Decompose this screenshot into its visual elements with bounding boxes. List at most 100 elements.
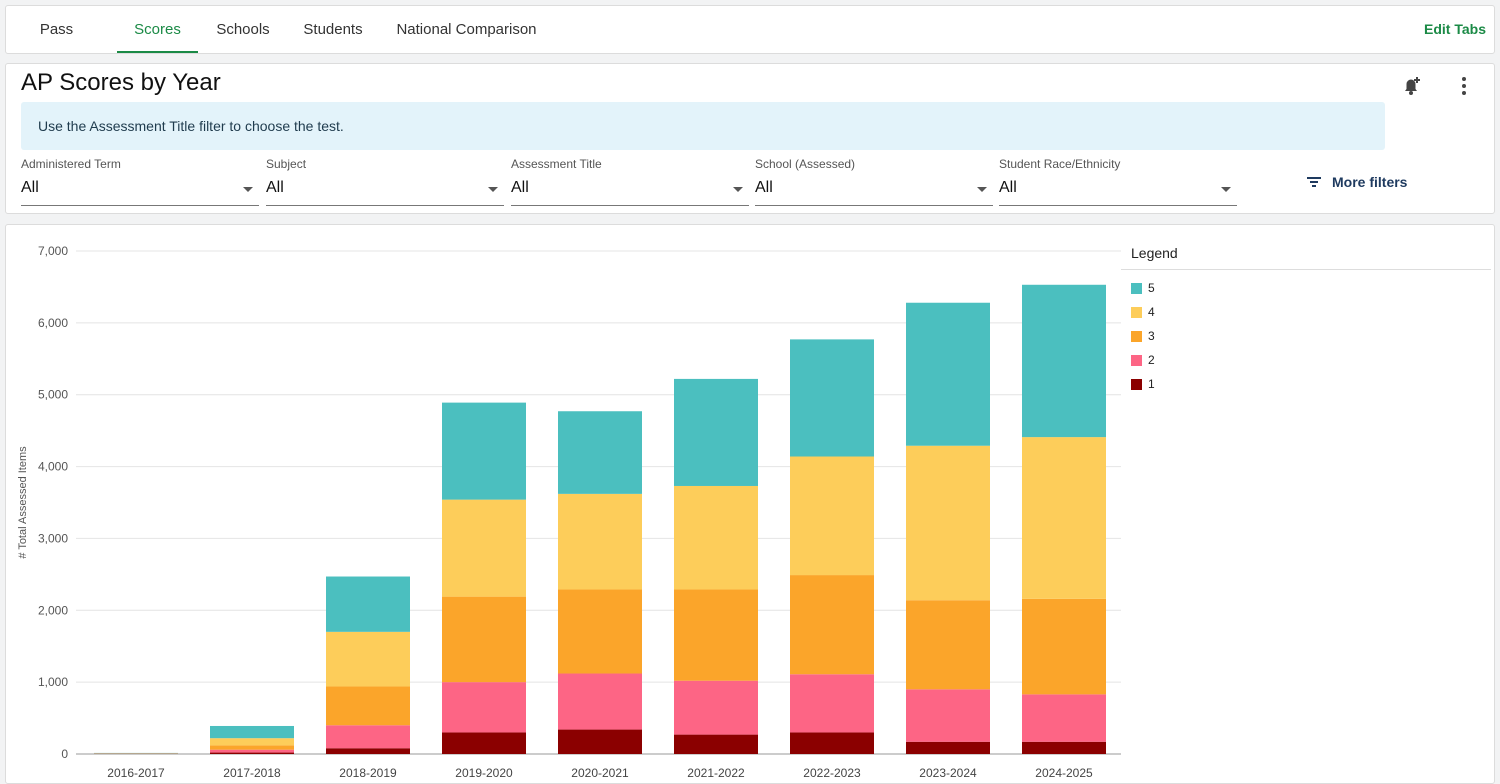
filter-underline (21, 205, 259, 206)
bar-segment-4 (326, 632, 410, 687)
x-tick-label: 2021-2022 (687, 766, 745, 780)
bar-segment-1 (906, 742, 990, 754)
filter-assessment-title[interactable]: Assessment Title All (511, 157, 749, 207)
legend-label: 5 (1148, 281, 1155, 295)
filter-underline (266, 205, 504, 206)
y-tick-label: 2,000 (38, 603, 68, 617)
filter-value: All (511, 179, 529, 197)
filter-label: Subject (266, 157, 306, 171)
x-tick-label: 2022-2023 (803, 766, 861, 780)
bar-segment-3 (558, 589, 642, 673)
caret-down-icon (1221, 187, 1231, 192)
bar-segment-5 (674, 379, 758, 486)
tab-scores[interactable]: Scores (117, 6, 198, 53)
edit-tabs-link[interactable]: Edit Tabs (1424, 6, 1486, 53)
bar-segment-5 (326, 577, 410, 632)
bar-segment-1 (326, 748, 410, 754)
tab-national-comparison[interactable]: National Comparison (395, 6, 538, 53)
y-tick-label: 5,000 (38, 388, 68, 402)
bar-segment-1 (1022, 742, 1106, 754)
x-tick-label: 2023-2024 (919, 766, 977, 780)
tab-bar: Pass Rates Scores Schools Students Natio… (5, 5, 1495, 54)
more-filters-label: More filters (1332, 174, 1407, 190)
filter-panel: AP Scores by Year Use the Assessment Tit… (5, 63, 1495, 214)
legend-item-4[interactable]: 4 (1131, 305, 1155, 319)
tab-schools[interactable]: Schools (216, 6, 270, 53)
filter-label: School (Assessed) (755, 157, 855, 171)
bar-segment-2 (326, 725, 410, 748)
caret-down-icon (488, 187, 498, 192)
bar-segment-1 (210, 753, 294, 754)
caret-down-icon (977, 187, 987, 192)
legend-swatch (1131, 379, 1142, 390)
filter-administered-term[interactable]: Administered Term All (21, 157, 259, 207)
more-filters-button[interactable]: More filters (1306, 172, 1407, 192)
filter-school-assessed[interactable]: School (Assessed) All (755, 157, 993, 207)
tab-students[interactable]: Students (303, 6, 363, 53)
legend-label: 3 (1148, 329, 1155, 343)
caret-down-icon (243, 187, 253, 192)
bar-segment-3 (326, 686, 410, 725)
legend-swatch (1131, 331, 1142, 342)
y-tick-label: 3,000 (38, 531, 68, 545)
filter-value: All (266, 179, 284, 197)
bar-segment-4 (210, 738, 294, 745)
filter-label: Assessment Title (511, 157, 602, 171)
bar-segment-1 (442, 732, 526, 754)
bar-segment-3 (674, 589, 758, 680)
bar-segment-4 (1022, 437, 1106, 599)
x-tick-label: 2019-2020 (455, 766, 513, 780)
legend-swatch (1131, 283, 1142, 294)
y-tick-label: 6,000 (38, 316, 68, 330)
bar-segment-4 (906, 446, 990, 600)
bell-plus-icon[interactable] (1399, 74, 1423, 98)
filter-value: All (999, 179, 1017, 197)
legend-swatch (1131, 307, 1142, 318)
filter-value: All (21, 179, 39, 197)
legend-item-3[interactable]: 3 (1131, 329, 1155, 343)
y-tick-label: 4,000 (38, 460, 68, 474)
bar-segment-5 (442, 403, 526, 500)
bar-segment-1 (790, 732, 874, 754)
bar-segment-2 (906, 689, 990, 741)
bar-segment-5 (906, 303, 990, 446)
legend-item-1[interactable]: 1 (1131, 377, 1155, 391)
filter-student-race-ethnicity[interactable]: Student Race/Ethnicity All (999, 157, 1237, 207)
bar-segment-1 (558, 730, 642, 754)
legend-label: 4 (1148, 305, 1155, 319)
bar-segment-2 (442, 682, 526, 732)
tab-pass-rates[interactable]: Pass Rates (21, 6, 92, 53)
bar-segment-3 (442, 597, 526, 683)
legend-item-5[interactable]: 5 (1131, 281, 1155, 295)
bar-segment-3 (210, 745, 294, 749)
bar-segment-4 (790, 457, 874, 576)
bar-segment-3 (1022, 599, 1106, 695)
bar-segment-2 (1022, 694, 1106, 741)
page-title: AP Scores by Year (21, 69, 221, 97)
bar-segment-5 (210, 726, 294, 738)
x-tick-label: 2020-2021 (571, 766, 629, 780)
info-banner: Use the Assessment Title filter to choos… (21, 102, 1385, 150)
x-tick-label: 2018-2019 (339, 766, 397, 780)
bar-segment-5 (790, 339, 874, 456)
legend-label: 1 (1148, 377, 1155, 391)
caret-down-icon (733, 187, 743, 192)
bar-segment-1 (674, 735, 758, 754)
y-tick-label: 7,000 (38, 244, 68, 258)
filter-subject[interactable]: Subject All (266, 157, 504, 207)
filter-lines-icon (1306, 176, 1322, 188)
bar-segment-4 (558, 494, 642, 590)
filter-value: All (755, 179, 773, 197)
bar-segment-3 (906, 600, 990, 689)
legend-swatch (1131, 355, 1142, 366)
x-tick-label: 2024-2025 (1035, 766, 1093, 780)
x-tick-label: 2017-2018 (223, 766, 281, 780)
legend-divider (1121, 269, 1491, 270)
kebab-menu-icon[interactable] (1456, 74, 1472, 98)
filter-label: Administered Term (21, 157, 121, 171)
bar-segment-5 (1022, 285, 1106, 437)
y-tick-label: 0 (61, 747, 68, 761)
legend-item-2[interactable]: 2 (1131, 353, 1155, 367)
